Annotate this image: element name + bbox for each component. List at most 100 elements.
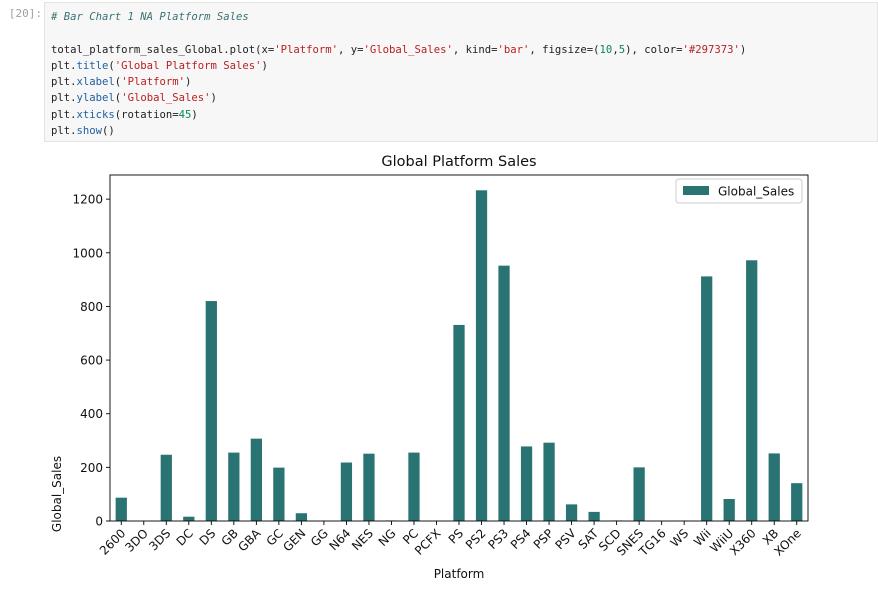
code-token: ()	[102, 125, 115, 138]
code-string: 'Global_Sales'	[121, 92, 211, 105]
x-axis-label: Platform	[434, 567, 485, 581]
bar-2600	[115, 497, 127, 521]
code-token: plt.	[51, 108, 77, 121]
y-tick-label: 400	[80, 407, 103, 421]
x-tick-label: PS3	[485, 526, 511, 552]
bar-N64	[340, 462, 353, 521]
code-string: 'bar'	[497, 43, 530, 56]
code-string: 'Platform'	[121, 76, 185, 89]
x-tick-label: NG	[376, 526, 399, 549]
bar-3DS	[160, 454, 172, 521]
code-string: '#297373'	[682, 43, 740, 56]
y-tick-label: 200	[80, 461, 103, 475]
bars-group	[115, 190, 803, 521]
code-token: plt.	[51, 125, 77, 138]
bar-DC	[183, 516, 195, 521]
x-tick-label: PS2	[463, 526, 489, 552]
x-tick-label: GBA	[235, 526, 264, 555]
legend-box	[675, 178, 803, 204]
x-tick-label: WS	[668, 526, 692, 550]
bar-WiiU	[723, 499, 735, 521]
code-token: )	[184, 76, 192, 89]
plot-frame	[109, 174, 809, 522]
code-function: xlabel	[76, 76, 115, 89]
code-token: total_platform_sales_Global.plot(x=	[51, 43, 275, 56]
bar-PS3	[498, 265, 510, 521]
code-token: ), color=	[625, 43, 683, 56]
y-tick-label: 1000	[72, 246, 103, 260]
cell-prompt: [20]:	[8, 7, 42, 20]
code-token: )	[210, 92, 217, 105]
bar-PS2	[475, 190, 488, 521]
x-tick-label: DC	[174, 526, 196, 548]
x-tick-label: N64	[326, 526, 353, 553]
bar-XB	[768, 453, 780, 521]
y-tick-label: 0	[95, 515, 103, 529]
code-token: plt.	[51, 92, 77, 105]
chart-title: Global Platform Sales	[381, 154, 536, 170]
x-tick-label: PS4	[508, 526, 534, 552]
code-function: ylabel	[76, 92, 115, 105]
code-comment: # Bar Chart 1 NA Platform Sales	[51, 11, 249, 23]
x-tick-label: 3DS	[146, 526, 173, 553]
x-tick-label: PSV	[552, 526, 579, 553]
bar-NES	[363, 453, 375, 521]
bar-DS	[205, 301, 217, 521]
bar-GBA	[250, 438, 262, 521]
code-token: )	[191, 108, 198, 121]
bar-Wii	[701, 276, 713, 521]
code-token: )	[261, 59, 268, 72]
x-tick-label: PCFX	[412, 526, 444, 558]
x-tick-label: NES	[349, 526, 376, 553]
code-token: plt.	[51, 76, 77, 89]
x-tick-label: X360	[727, 526, 759, 558]
code-token: , y=	[338, 43, 364, 56]
y-axis: 0 200 400 600 800 1000 1200	[72, 193, 110, 529]
y-tick-label: 1200	[72, 193, 103, 207]
code-number: 10	[599, 43, 613, 56]
code-cell[interactable]: # Bar Chart 1 NA Platform Sales total_pl…	[44, 2, 878, 142]
legend: Global_Sales	[675, 178, 803, 204]
code-token: (	[114, 76, 122, 89]
code-string: 'Global Platform Sales'	[114, 59, 262, 72]
bar-SNES	[633, 467, 645, 521]
code-token: (rotation=	[114, 108, 179, 121]
code-function: show	[76, 125, 103, 138]
x-tick-label: 3DO	[122, 526, 151, 555]
x-tick-label: GEN	[280, 526, 308, 554]
code-number: 45	[178, 108, 192, 121]
bar-PS4	[520, 446, 533, 521]
bar-chart: Global Platform Sales Global_Sales Platf…	[50, 154, 809, 581]
bar-GB	[228, 452, 240, 521]
code-token: plt.	[51, 59, 77, 72]
code-token: (	[108, 59, 115, 72]
code-string: 'Global_Sales'	[363, 43, 453, 56]
code-editor[interactable]: # Bar Chart 1 NA Platform Sales total_pl…	[51, 9, 746, 139]
code-token: , kind=	[452, 43, 498, 56]
bar-X360	[746, 260, 758, 521]
code-function: xticks	[76, 108, 115, 121]
y-axis-label: Global_Sales	[50, 456, 64, 532]
bar-SAT	[588, 511, 600, 521]
legend-label: Global_Sales	[718, 185, 794, 199]
code-string: 'Platform'	[274, 43, 339, 56]
y-tick-label: 800	[80, 300, 103, 314]
x-tick-label: PSP	[531, 526, 557, 552]
legend-swatch	[683, 186, 709, 195]
code-token: , figsize=(	[529, 43, 600, 56]
bar-PC	[408, 452, 420, 521]
code-number: 5	[618, 43, 626, 56]
bar-XOne	[791, 483, 803, 521]
bar-PSV	[565, 504, 578, 521]
y-tick-label: 600	[80, 354, 103, 368]
code-token: )	[739, 43, 747, 56]
bar-PS	[453, 324, 465, 521]
x-tick-label: 2600	[97, 526, 128, 557]
code-token: ,	[612, 43, 619, 56]
code-function: title	[76, 59, 109, 72]
x-tick-label: SAT	[575, 526, 601, 552]
x-tick-label: DS	[197, 526, 219, 548]
bar-GEN	[295, 513, 308, 521]
code-token: (	[114, 92, 122, 105]
